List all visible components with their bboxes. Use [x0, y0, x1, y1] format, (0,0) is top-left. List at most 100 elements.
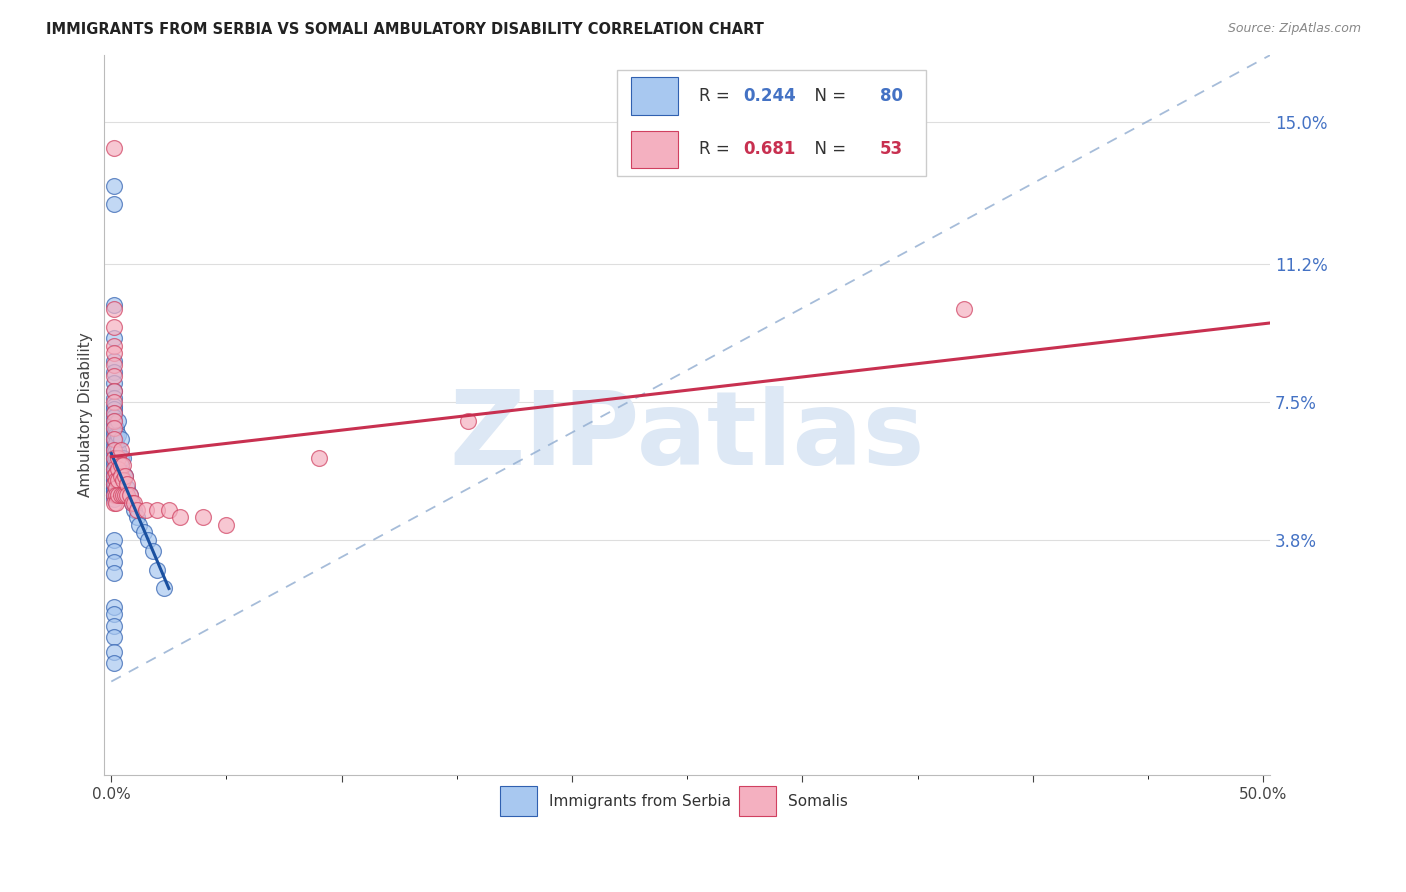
Point	[146, 503, 169, 517]
Point	[103, 473, 125, 487]
Point	[103, 376, 125, 391]
Point	[103, 450, 125, 465]
Point	[107, 462, 129, 476]
Point	[103, 488, 125, 502]
Point	[110, 450, 132, 465]
Point	[103, 346, 125, 360]
Point	[107, 428, 129, 442]
Point	[103, 443, 125, 458]
Point	[118, 488, 141, 502]
Point	[103, 481, 125, 495]
Point	[132, 525, 155, 540]
Point	[103, 450, 125, 465]
Text: 53: 53	[880, 140, 903, 159]
Point	[128, 517, 150, 532]
Point	[103, 354, 125, 368]
Point	[103, 368, 125, 383]
Point	[103, 555, 125, 569]
Point	[103, 339, 125, 353]
Point	[308, 450, 330, 465]
Point	[117, 476, 139, 491]
Point	[103, 428, 125, 442]
Y-axis label: Ambulatory Disability: Ambulatory Disability	[79, 333, 93, 498]
FancyBboxPatch shape	[617, 70, 927, 176]
Point	[103, 421, 125, 435]
Text: ZIPatlas: ZIPatlas	[450, 386, 925, 487]
Point	[103, 491, 125, 506]
Text: Immigrants from Serbia: Immigrants from Serbia	[548, 794, 731, 809]
Point	[142, 544, 165, 558]
Point	[103, 436, 125, 450]
Point	[103, 484, 125, 499]
Point	[103, 466, 125, 480]
Point	[103, 630, 125, 644]
Point	[103, 406, 125, 420]
Point	[103, 488, 125, 502]
Point	[103, 409, 125, 424]
Point	[103, 178, 125, 193]
Point	[103, 495, 125, 509]
Point	[124, 503, 146, 517]
Point	[103, 331, 125, 345]
Point	[103, 476, 125, 491]
Bar	[499, 786, 537, 816]
Point	[193, 510, 215, 524]
Point	[103, 301, 125, 316]
Point	[103, 358, 125, 372]
Point	[110, 488, 132, 502]
Point	[110, 458, 132, 473]
Point	[111, 473, 134, 487]
Point	[103, 402, 125, 417]
Point	[103, 413, 125, 427]
Point	[103, 618, 125, 632]
Point	[153, 582, 176, 596]
Point	[103, 566, 125, 581]
Point	[124, 495, 146, 509]
Point	[103, 440, 125, 454]
Point	[117, 481, 139, 495]
Bar	[738, 786, 776, 816]
Point	[107, 443, 129, 458]
Point	[107, 413, 129, 427]
Point	[114, 469, 136, 483]
Point	[111, 450, 134, 465]
Point	[104, 436, 127, 450]
Point	[457, 413, 479, 427]
Point	[103, 417, 125, 432]
Point	[169, 510, 191, 524]
Point	[103, 298, 125, 312]
Point	[103, 395, 125, 409]
Bar	[631, 131, 678, 168]
Point	[952, 301, 974, 316]
Point	[103, 384, 125, 398]
Point	[146, 563, 169, 577]
Point	[104, 473, 127, 487]
Point	[121, 495, 143, 509]
Point	[103, 484, 125, 499]
Point	[110, 443, 132, 458]
Point	[104, 481, 127, 495]
Point	[103, 469, 125, 483]
Point	[103, 432, 125, 446]
Point	[111, 488, 134, 502]
Point	[125, 510, 148, 524]
Text: N =: N =	[804, 87, 851, 105]
Point	[107, 488, 129, 502]
Point	[104, 443, 127, 458]
Point	[103, 607, 125, 622]
Point	[103, 599, 125, 614]
Point	[103, 443, 125, 458]
Point	[103, 447, 125, 461]
Point	[215, 517, 238, 532]
Text: 0.244: 0.244	[744, 87, 796, 105]
Point	[111, 458, 134, 473]
Point	[103, 399, 125, 413]
Point	[103, 476, 125, 491]
Point	[104, 495, 127, 509]
Point	[136, 533, 159, 547]
Point	[103, 421, 125, 435]
Point	[103, 141, 125, 155]
Point	[103, 488, 125, 502]
Point	[103, 645, 125, 659]
Text: Source: ZipAtlas.com: Source: ZipAtlas.com	[1227, 22, 1361, 36]
